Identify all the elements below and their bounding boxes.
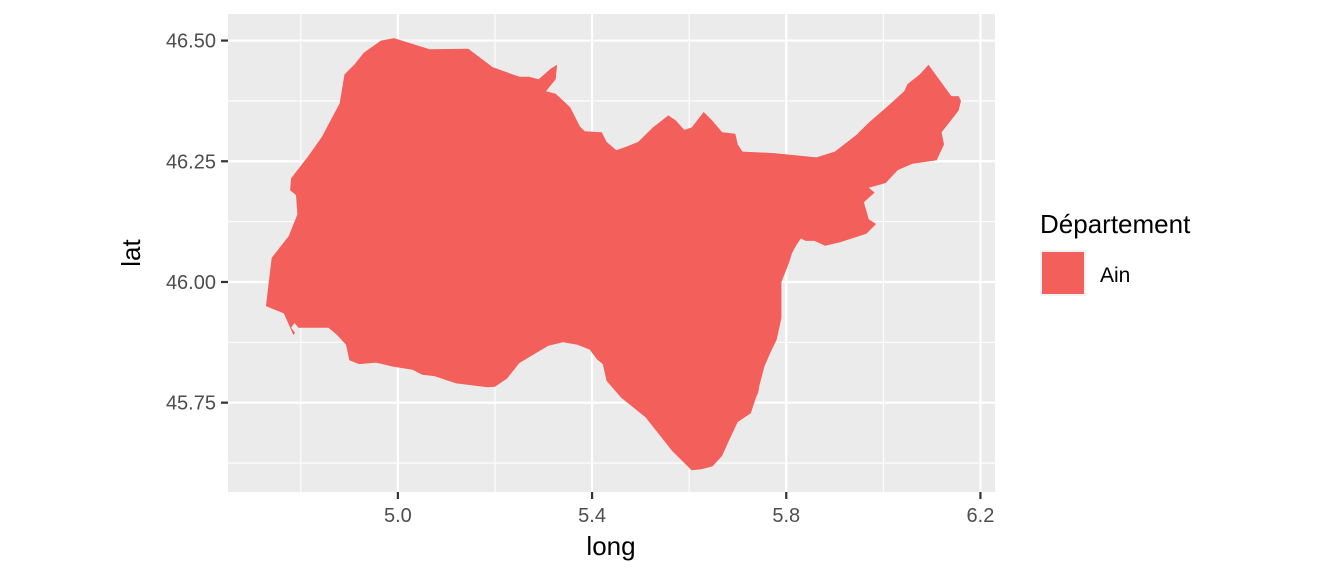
x-axis: 5.0 5.4 5.8 6.2 — [384, 492, 994, 527]
legend-swatch-ain — [1042, 252, 1084, 294]
y-tick-label: 46.00 — [166, 272, 216, 294]
y-axis-title: lat — [116, 238, 146, 266]
y-tick-label: 45.75 — [166, 393, 216, 415]
y-axis: 45.75 46.00 46.25 46.50 — [166, 31, 228, 415]
y-tick-label: 46.50 — [166, 31, 216, 53]
legend-label-ain: Ain — [1100, 264, 1130, 287]
x-tick-label: 6.2 — [967, 505, 995, 527]
legend: Département Ain — [1040, 209, 1191, 296]
region-ain — [265, 38, 961, 471]
legend-title: Département — [1040, 209, 1191, 239]
y-tick-label: 46.25 — [166, 151, 216, 173]
x-tick-label: 5.0 — [384, 505, 412, 527]
x-tick-label: 5.8 — [772, 505, 800, 527]
series-layer — [265, 38, 961, 471]
x-tick-label: 5.4 — [578, 505, 606, 527]
x-axis-title: long — [586, 531, 635, 561]
